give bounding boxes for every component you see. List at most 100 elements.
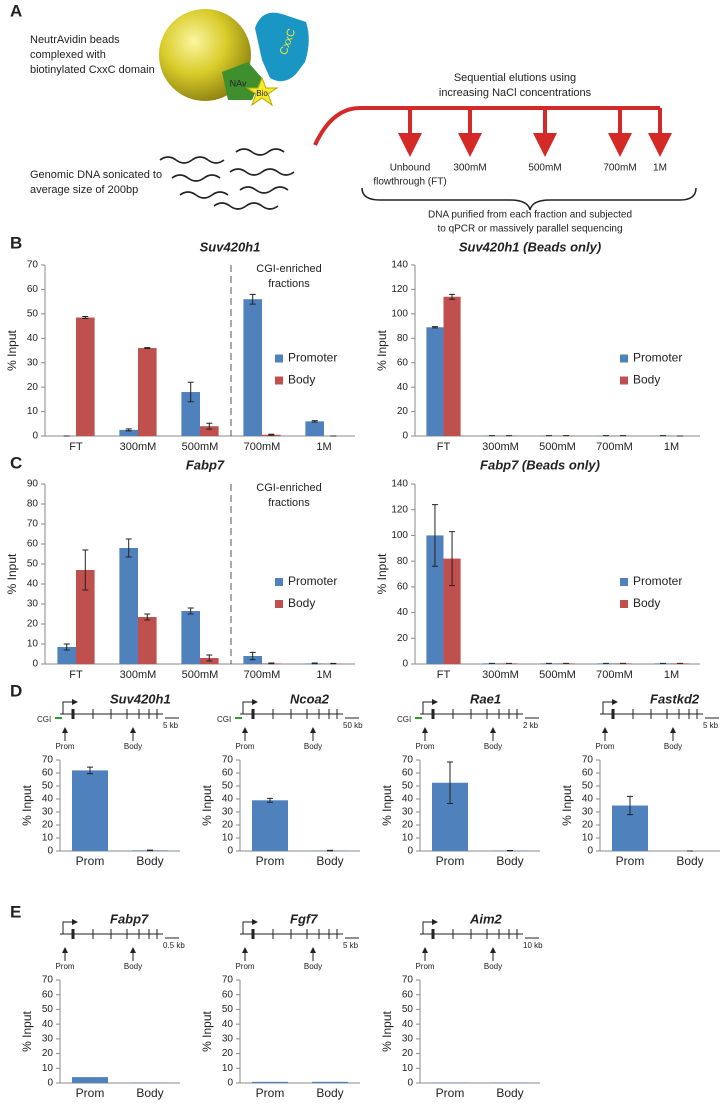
y-tick-label: 50 <box>27 559 39 570</box>
y-axis-label: % Input <box>5 329 19 370</box>
bar <box>443 296 461 436</box>
tss-arrow <box>242 699 258 714</box>
body-label: Body <box>124 962 142 971</box>
gene-name: Fastkd2 <box>650 691 700 706</box>
legend-swatch <box>275 354 283 363</box>
y-tick-label: 60 <box>397 581 409 592</box>
gene-name: Ncoa2 <box>290 691 330 706</box>
legend-swatch <box>620 376 628 385</box>
x-tick-label: 300mM <box>482 669 519 681</box>
y-tick-label: 50 <box>582 781 594 792</box>
y-tick-label: 40 <box>402 1019 414 1030</box>
y-tick-label: 50 <box>402 1004 414 1015</box>
legend-swatch <box>275 578 283 586</box>
y-tick-label: 0 <box>47 1078 53 1089</box>
error-bar <box>206 654 213 662</box>
x-tick-label: Body <box>496 1086 523 1100</box>
y-tick-label: 30 <box>402 807 414 818</box>
y-tick-label: 60 <box>402 768 414 779</box>
gene-name: Fabp7 <box>110 911 149 926</box>
cgi-label: CGI <box>37 715 51 724</box>
cxxc-domain <box>255 12 309 82</box>
annotation: fractions <box>268 497 310 509</box>
y-axis-label: % Input <box>375 553 389 594</box>
chart-title: Fabp7 (Beads only) <box>480 457 600 472</box>
y-tick-label: 70 <box>27 260 39 271</box>
y-tick-label: 10 <box>42 1063 54 1074</box>
y-tick-label: 70 <box>27 519 39 530</box>
legend-swatch <box>275 600 283 608</box>
error-bar <box>187 381 194 403</box>
bar <box>252 800 288 851</box>
fraction-label: 300mM <box>453 163 486 174</box>
y-axis-label: % Input <box>20 784 34 825</box>
scale-label: 10 kb <box>523 941 543 950</box>
x-tick-label: 300mM <box>120 669 157 681</box>
y-axis-label: % Input <box>375 329 389 370</box>
error-bar <box>431 504 438 567</box>
x-tick-label: FT <box>437 441 451 453</box>
prom-label: Prom <box>415 962 434 971</box>
body-label: Body <box>484 962 502 971</box>
elution-label: increasing NaCl concentrations <box>439 87 592 99</box>
y-axis-label: % Input <box>560 784 574 825</box>
y-tick-label: 30 <box>402 1033 414 1044</box>
y-axis-label: % Input <box>20 1010 34 1051</box>
scale-label: 0.5 kb <box>163 941 185 950</box>
x-tick-label: 1M <box>664 669 679 681</box>
y-tick-label: 0 <box>407 1078 413 1089</box>
bar <box>426 535 444 664</box>
gene-name: Rae1 <box>470 691 501 706</box>
error-bar <box>447 761 453 805</box>
y-tick-label: 70 <box>402 755 414 766</box>
prom-label: Prom <box>235 742 254 751</box>
x-tick-label: 1M <box>316 669 331 681</box>
error-bar <box>627 795 633 816</box>
x-tick-label: FT <box>69 441 83 453</box>
legend-swatch <box>620 578 628 586</box>
y-tick-label: 0 <box>587 846 593 857</box>
dna-fragments <box>159 148 295 210</box>
gene-name: Suv420h1 <box>110 691 171 706</box>
y-tick-label: 40 <box>222 794 234 805</box>
y-tick-label: 20 <box>582 820 594 831</box>
y-tick-label: 60 <box>582 768 594 779</box>
x-tick-label: FT <box>437 669 451 681</box>
y-tick-label: 40 <box>27 579 39 590</box>
body-label: Body <box>484 742 502 751</box>
prom-label: Prom <box>55 742 74 751</box>
y-tick-label: 20 <box>222 1048 234 1059</box>
x-tick-label: 500mM <box>539 669 576 681</box>
y-tick-label: 40 <box>42 794 54 805</box>
y-tick-label: 70 <box>42 755 54 766</box>
panel-label: C <box>10 453 22 472</box>
y-tick-label: 0 <box>402 431 408 442</box>
y-tick-label: 120 <box>391 504 408 515</box>
y-tick-label: 0 <box>407 846 413 857</box>
y-tick-label: 90 <box>27 479 39 490</box>
panel-label: B <box>10 233 22 252</box>
y-tick-label: 70 <box>582 755 594 766</box>
x-tick-label: Body <box>496 854 523 868</box>
footer-label: DNA purified from each fraction and subj… <box>428 210 632 221</box>
y-tick-label: 60 <box>397 357 409 368</box>
y-tick-label: 20 <box>397 406 409 417</box>
y-tick-label: 50 <box>27 308 39 319</box>
error-bar <box>311 662 318 665</box>
y-tick-label: 10 <box>402 833 414 844</box>
error-bar <box>268 433 275 436</box>
y-tick-label: 0 <box>47 846 53 857</box>
bar <box>138 348 157 436</box>
beads-label: complexed with <box>30 49 106 61</box>
y-tick-label: 30 <box>27 599 39 610</box>
panel-label: A <box>10 1 22 20</box>
error-bar <box>82 549 89 591</box>
chart-title: Suv420h1 (Beads only) <box>459 239 601 254</box>
y-tick-label: 20 <box>402 1048 414 1059</box>
tss-arrow <box>602 699 618 714</box>
error-bar <box>268 662 275 665</box>
error-bar <box>249 651 256 661</box>
y-tick-label: 50 <box>42 781 54 792</box>
x-tick-label: 300mM <box>120 441 157 453</box>
